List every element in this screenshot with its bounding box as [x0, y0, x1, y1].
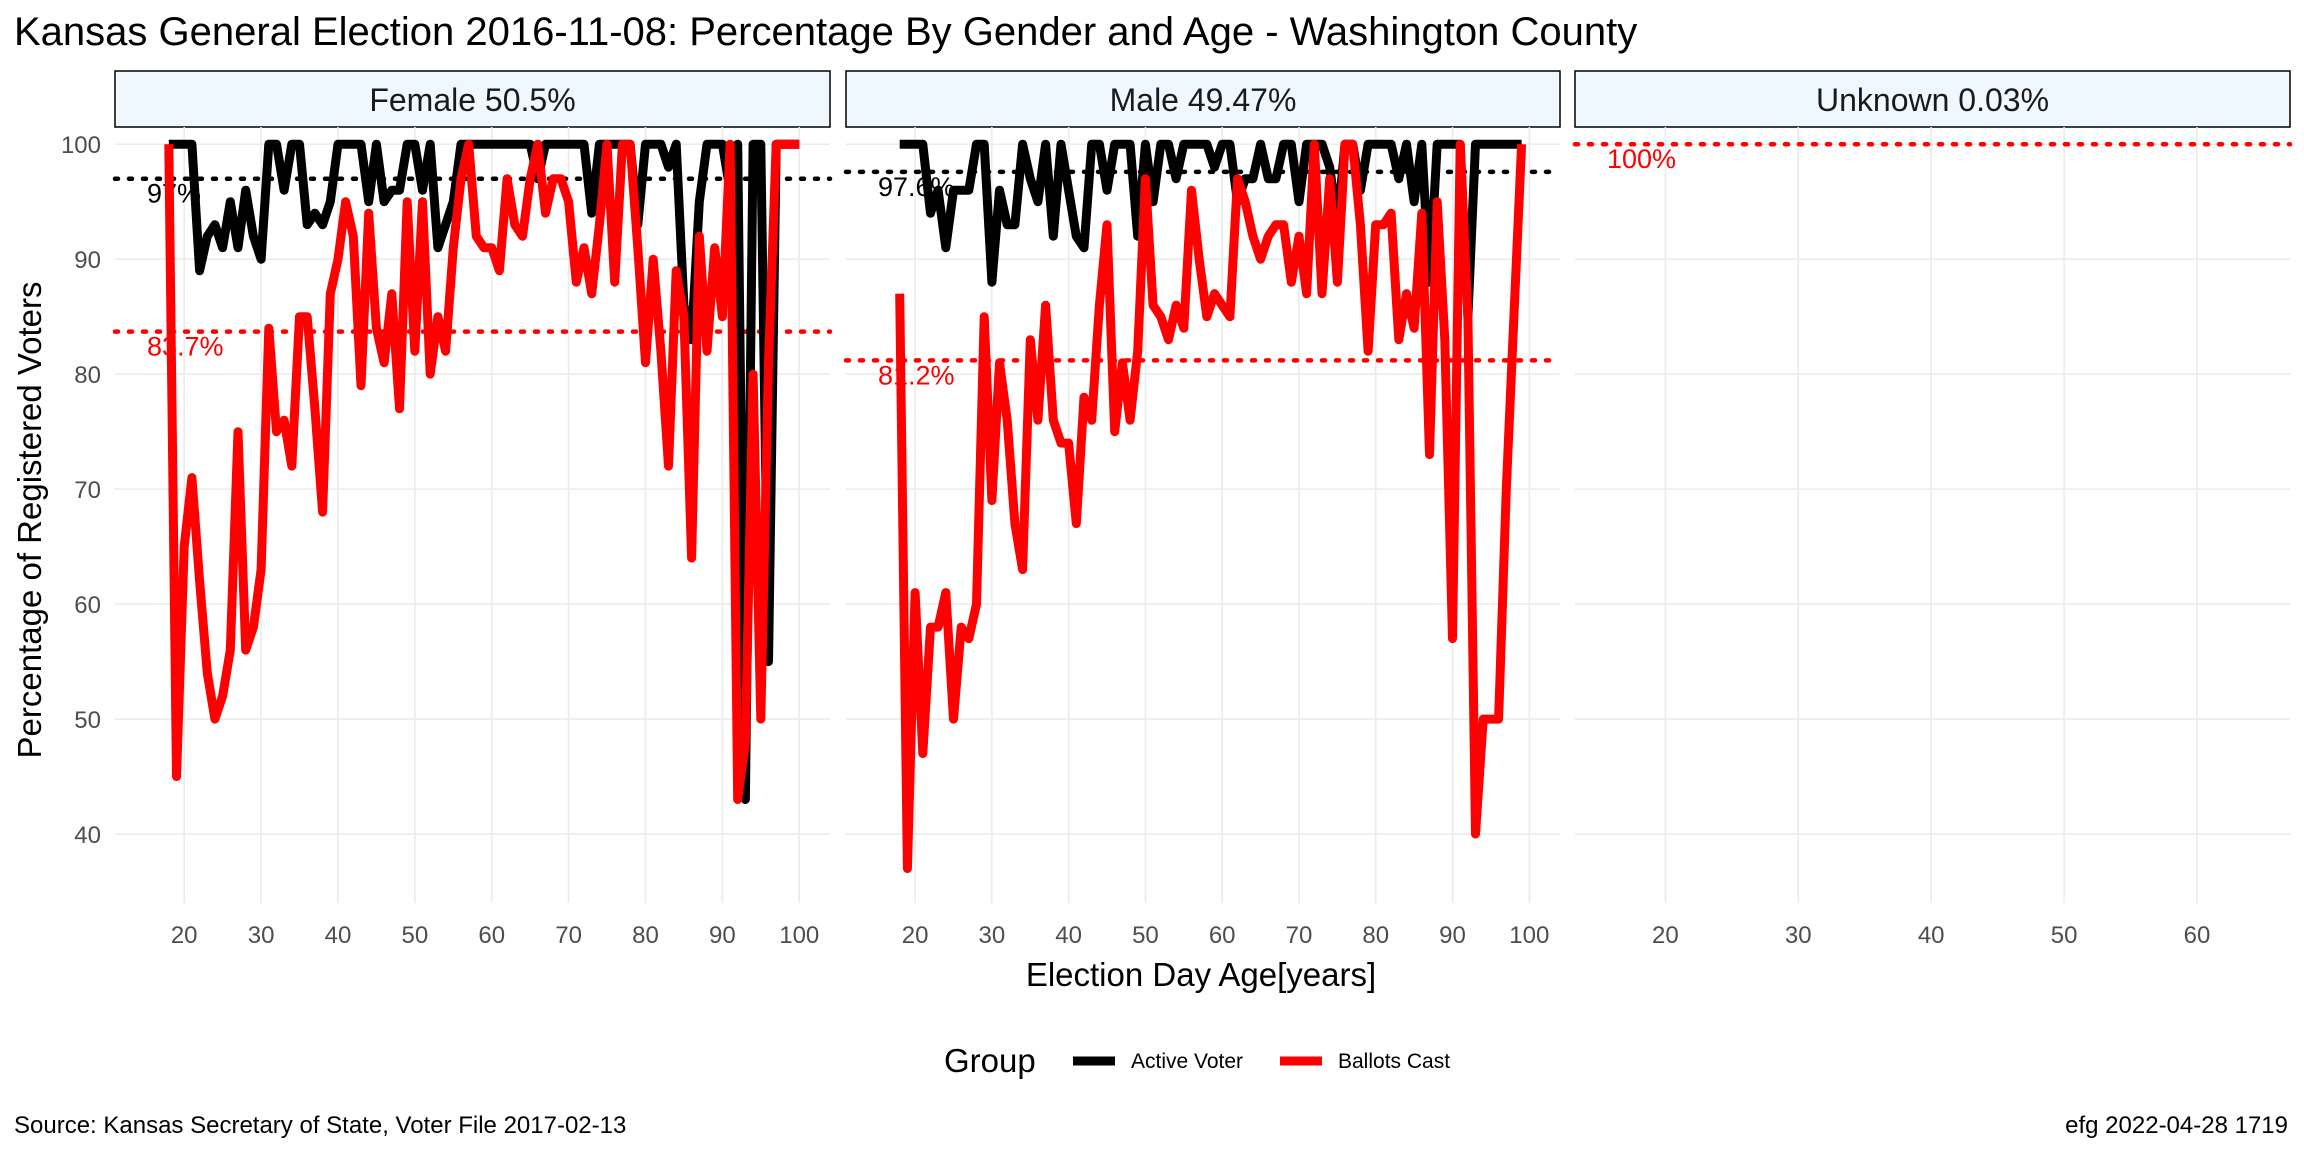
x-tick-label: 30 — [1785, 922, 1812, 949]
y-tick-label: 40 — [74, 822, 101, 849]
x-tick-label: 80 — [1362, 922, 1389, 949]
reference-label-ballots-cast: 100% — [1607, 144, 1676, 174]
y-tick-label: 60 — [74, 592, 101, 619]
x-tick-label: 100 — [779, 922, 819, 949]
legend-title: Group — [944, 1042, 1036, 1079]
x-axis-title: Election Day Age[years] — [1026, 956, 1376, 993]
strip-unknown — [1574, 70, 2291, 128]
x-tick-label: 40 — [1055, 922, 1082, 949]
facet-panels: Female 50.5% 40 50 60 70 80 90 100 20 30 40 50 60 70 8… — [61, 70, 2293, 949]
x-tick-label: 100 — [1509, 922, 1549, 949]
reference-label-ballots-cast: 83.7% — [147, 332, 224, 362]
y-axis-title: Percentage of Registered Voters — [11, 282, 48, 759]
x-tick-label: 20 — [171, 922, 198, 949]
credit-caption: efg 2022-04-28 1719 — [2065, 1112, 2288, 1139]
series-line-ballots-cast: Ballots Cast — [164, 139, 800, 804]
y-tick-label: 80 — [74, 362, 101, 389]
x-tick-label: 40 — [1918, 922, 1945, 949]
series-line-active-voter: Active Voter — [899, 139, 1522, 322]
x-tick-label: 60 — [1209, 922, 1236, 949]
x-tick-label: 20 — [1652, 922, 1679, 949]
x-tick-label: 40 — [325, 922, 352, 949]
x-tick-label: 60 — [478, 922, 505, 949]
strip-male — [845, 70, 1561, 128]
panel-male: Male 49.47%20 30 40 50 60 70 80 90 10097.6%81.2%… — [843, 70, 1563, 949]
series-line-ballots-cast: Ballots Cast — [895, 139, 1527, 873]
y-tick-label: 100 — [61, 132, 101, 159]
y-tick-label: 90 — [74, 247, 101, 274]
x-tick-label: 70 — [555, 922, 582, 949]
strip-label-female: Female 50.5% — [369, 82, 575, 118]
strip-female — [114, 70, 831, 128]
reference-label-ballots-cast: 81.2% — [878, 360, 955, 390]
x-tick-label: 50 — [2051, 922, 2078, 949]
legend-label-active-voter: Active Voter — [1131, 1050, 1243, 1073]
x-tick-label: 60 — [2184, 922, 2211, 949]
x-tick-label: 30 — [979, 922, 1006, 949]
x-tick-label: 90 — [709, 922, 736, 949]
panel-unknown: Unknown 0.03% 20 30 40 50 60 100% — [1572, 70, 2293, 949]
legend-label-ballots-cast: Ballots Cast — [1338, 1050, 1450, 1073]
y-tick-label: 70 — [74, 477, 101, 504]
x-tick-label: 80 — [632, 922, 659, 949]
panel-female: Female 50.5% 40 50 60 70 80 90 100 20 30 40 50 60 70 8… — [61, 70, 833, 949]
legend: Group Active Voter Ballots Cast — [944, 1042, 1450, 1079]
x-tick-label: 30 — [248, 922, 275, 949]
strip-label-unknown: Unknown 0.03% — [1816, 82, 2049, 118]
strip-label-male: Male 49.47% — [1110, 82, 1297, 118]
x-tick-label: 50 — [1132, 922, 1159, 949]
x-tick-label: 70 — [1286, 922, 1313, 949]
source-caption: Source: Kansas Secretary of State, Voter… — [14, 1112, 626, 1139]
chart-title: Kansas General Election 2016-11-08: Perc… — [14, 10, 1637, 54]
x-tick-label: 50 — [401, 922, 428, 949]
x-tick-label: 90 — [1439, 922, 1466, 949]
x-tick-label: 20 — [902, 922, 929, 949]
y-tick-label: 50 — [74, 707, 101, 734]
